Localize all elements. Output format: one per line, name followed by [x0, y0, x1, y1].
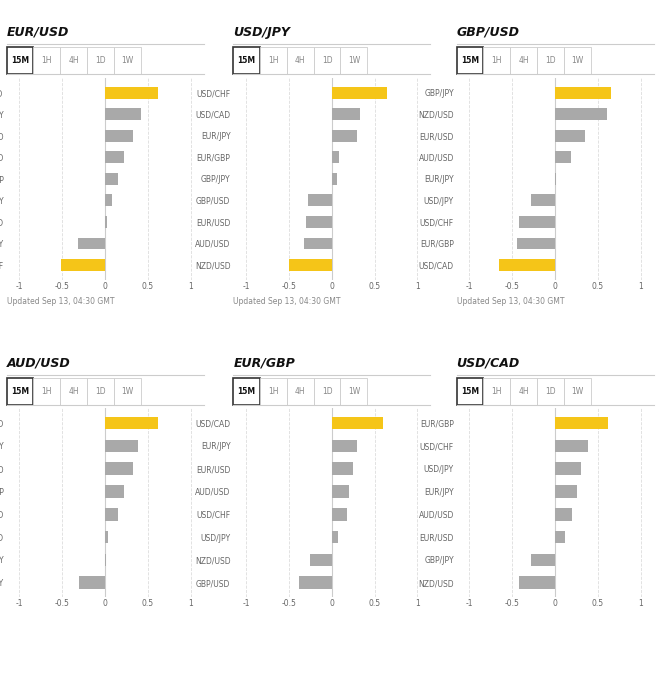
Text: 1D: 1D: [95, 56, 106, 65]
Bar: [519, 216, 555, 228]
Bar: [310, 554, 332, 566]
Text: 1H: 1H: [41, 56, 52, 65]
Bar: [105, 462, 133, 475]
Text: 15M: 15M: [238, 387, 256, 396]
Text: 1H: 1H: [491, 56, 502, 65]
Bar: [105, 531, 108, 543]
Text: AUD/USD: AUD/USD: [7, 356, 70, 369]
Text: 4H: 4H: [518, 56, 529, 65]
Bar: [555, 485, 577, 497]
Text: 1D: 1D: [322, 387, 332, 396]
Text: 1H: 1H: [268, 56, 279, 65]
Text: USD/JPY: USD/JPY: [233, 26, 290, 38]
Bar: [332, 151, 338, 163]
Bar: [332, 130, 357, 142]
Text: GBP/USD: GBP/USD: [457, 26, 520, 38]
Text: 1D: 1D: [545, 387, 556, 396]
Bar: [332, 485, 349, 497]
Bar: [555, 173, 556, 185]
Text: EUR/USD: EUR/USD: [7, 26, 69, 38]
Bar: [78, 238, 105, 249]
Bar: [332, 462, 353, 475]
Bar: [555, 462, 581, 475]
Text: 1W: 1W: [121, 387, 133, 396]
Bar: [555, 109, 606, 120]
Text: EUR/GBP: EUR/GBP: [233, 356, 295, 369]
Bar: [555, 130, 585, 142]
Text: 4H: 4H: [295, 387, 306, 396]
Bar: [289, 259, 332, 271]
Text: 15M: 15M: [11, 56, 29, 65]
Text: USD/CAD: USD/CAD: [457, 356, 520, 369]
Text: 4H: 4H: [68, 387, 79, 396]
Text: 4H: 4H: [295, 56, 306, 65]
Bar: [307, 194, 332, 207]
Bar: [105, 173, 118, 185]
Text: 1D: 1D: [322, 56, 332, 65]
Text: 1H: 1H: [491, 387, 502, 396]
Text: 1W: 1W: [348, 56, 360, 65]
Text: 15M: 15M: [11, 387, 29, 396]
Bar: [332, 87, 388, 99]
Bar: [332, 531, 338, 543]
Bar: [555, 151, 570, 163]
Text: 15M: 15M: [461, 56, 479, 65]
Text: 1D: 1D: [545, 56, 556, 65]
Bar: [60, 259, 105, 271]
Bar: [304, 238, 332, 249]
Bar: [332, 508, 347, 520]
Bar: [299, 576, 332, 589]
Bar: [555, 87, 611, 99]
Bar: [555, 531, 566, 543]
Bar: [332, 173, 337, 185]
Text: Updated Sep 13, 04:30 GMT: Updated Sep 13, 04:30 GMT: [7, 297, 114, 306]
Bar: [105, 194, 112, 207]
Bar: [555, 439, 588, 452]
Text: 1H: 1H: [268, 387, 279, 396]
Bar: [105, 109, 141, 120]
Bar: [306, 216, 332, 228]
Text: 1W: 1W: [121, 56, 133, 65]
Text: 4H: 4H: [68, 56, 79, 65]
Bar: [519, 576, 555, 589]
Bar: [518, 238, 555, 249]
Bar: [105, 417, 158, 429]
Text: 1W: 1W: [571, 56, 583, 65]
Bar: [105, 216, 107, 228]
Bar: [555, 417, 608, 429]
Text: Updated Sep 13, 04:30 GMT: Updated Sep 13, 04:30 GMT: [457, 297, 564, 306]
Bar: [332, 439, 357, 452]
Bar: [105, 151, 124, 163]
Bar: [555, 508, 572, 520]
Text: 15M: 15M: [461, 387, 479, 396]
Text: 4H: 4H: [518, 387, 529, 396]
Text: 15M: 15M: [238, 56, 256, 65]
Bar: [531, 194, 555, 207]
Text: 1W: 1W: [348, 387, 360, 396]
Text: 1D: 1D: [95, 387, 106, 396]
Bar: [105, 130, 133, 142]
Text: 1H: 1H: [41, 387, 52, 396]
Bar: [105, 439, 138, 452]
Text: Updated Sep 13, 04:30 GMT: Updated Sep 13, 04:30 GMT: [233, 297, 341, 306]
Bar: [105, 508, 118, 520]
Bar: [105, 485, 124, 497]
Bar: [332, 109, 360, 120]
Bar: [531, 554, 555, 566]
Bar: [499, 259, 555, 271]
Bar: [105, 87, 158, 99]
Bar: [332, 417, 383, 429]
Text: 1W: 1W: [571, 387, 583, 396]
Bar: [105, 554, 106, 566]
Bar: [79, 576, 105, 589]
